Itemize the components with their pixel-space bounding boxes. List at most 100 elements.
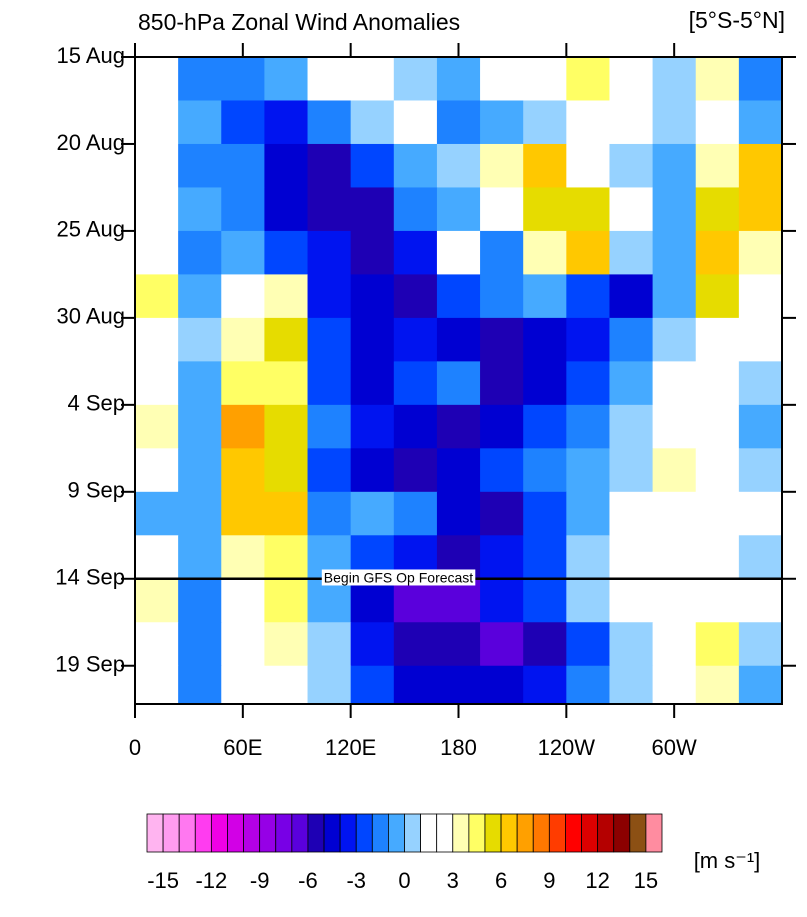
cell <box>566 491 610 536</box>
colorbar-box <box>388 813 405 853</box>
cell <box>178 57 222 101</box>
colorbar-box <box>645 813 663 853</box>
cell <box>178 665 222 704</box>
cell <box>350 230 395 275</box>
cell <box>350 404 395 449</box>
colorbar-label: -15 <box>147 868 179 893</box>
colorbar-box <box>194 813 212 853</box>
cell <box>566 230 610 275</box>
colorbar-box <box>532 813 550 853</box>
colorbar-box <box>355 813 373 853</box>
cell <box>307 622 352 667</box>
cell <box>609 274 654 319</box>
y-tick-label: 19 Sep <box>55 652 125 677</box>
cell <box>393 665 438 704</box>
cell <box>221 230 265 275</box>
cell <box>135 187 179 232</box>
x-tick-label: 60W <box>652 735 697 760</box>
cell <box>480 665 524 704</box>
cell <box>350 361 395 406</box>
cell <box>264 448 309 493</box>
cell <box>178 622 222 667</box>
cell <box>436 274 481 319</box>
cell <box>609 578 654 623</box>
cell <box>695 578 740 623</box>
colorbar-box <box>516 813 534 853</box>
cell <box>393 230 438 275</box>
colorbar-label: -3 <box>346 868 366 893</box>
cell <box>436 578 481 623</box>
cell <box>480 274 524 319</box>
cell <box>566 535 610 580</box>
cell <box>566 622 610 667</box>
cell <box>307 187 352 232</box>
cell <box>307 578 352 623</box>
cell <box>695 622 740 667</box>
cell <box>393 57 438 101</box>
colorbar-box <box>323 813 341 853</box>
cell <box>695 57 740 101</box>
cell <box>695 317 740 362</box>
colorbar-box <box>629 813 647 853</box>
cell <box>480 100 524 145</box>
cell <box>264 578 309 623</box>
x-tick-label: 60E <box>223 735 262 760</box>
cell <box>264 622 309 667</box>
cell <box>307 404 352 449</box>
forecast-label: Begin GFS Op Forecast <box>324 569 474 585</box>
cell <box>221 404 265 449</box>
cell <box>135 57 179 101</box>
cell <box>523 317 567 362</box>
cell <box>393 317 438 362</box>
colorbar-box <box>581 813 599 853</box>
cell <box>738 578 782 623</box>
colorbar-label: 6 <box>495 868 507 893</box>
cell <box>695 100 740 145</box>
cell <box>264 361 309 406</box>
cell <box>393 404 438 449</box>
cell <box>264 57 309 101</box>
cell <box>566 143 610 188</box>
cell <box>350 622 395 667</box>
colorbar-box <box>468 813 486 853</box>
cell <box>393 622 438 667</box>
cell <box>135 622 179 667</box>
cell <box>523 404 567 449</box>
cell <box>307 143 352 188</box>
cell <box>393 491 438 536</box>
cell <box>178 448 222 493</box>
cell <box>738 361 782 406</box>
colorbar-label: -6 <box>298 868 318 893</box>
colorbar-box <box>500 813 518 853</box>
cell <box>135 317 179 362</box>
cell <box>738 535 782 580</box>
cell <box>695 230 740 275</box>
cell <box>738 187 782 232</box>
colorbar-box <box>178 813 196 853</box>
cell <box>393 274 438 319</box>
cell <box>695 187 740 232</box>
colorbar-box <box>243 813 261 853</box>
cell <box>523 100 567 145</box>
cell <box>566 578 610 623</box>
cell <box>523 448 567 493</box>
cell <box>221 317 265 362</box>
field <box>135 57 782 704</box>
cell <box>523 187 567 232</box>
colorbar-box <box>275 813 293 853</box>
colorbar-label: -12 <box>195 868 227 893</box>
cell <box>264 665 309 704</box>
colorbar-box <box>146 813 164 853</box>
cell <box>609 361 654 406</box>
cell <box>135 665 179 704</box>
cell <box>738 665 782 704</box>
cell <box>350 317 395 362</box>
cell <box>221 187 265 232</box>
cell <box>135 578 179 623</box>
cell <box>695 491 740 536</box>
cell <box>652 578 697 623</box>
forecast-label-bg <box>321 569 476 586</box>
cell <box>307 665 352 704</box>
cell <box>350 100 395 145</box>
cell <box>178 404 222 449</box>
